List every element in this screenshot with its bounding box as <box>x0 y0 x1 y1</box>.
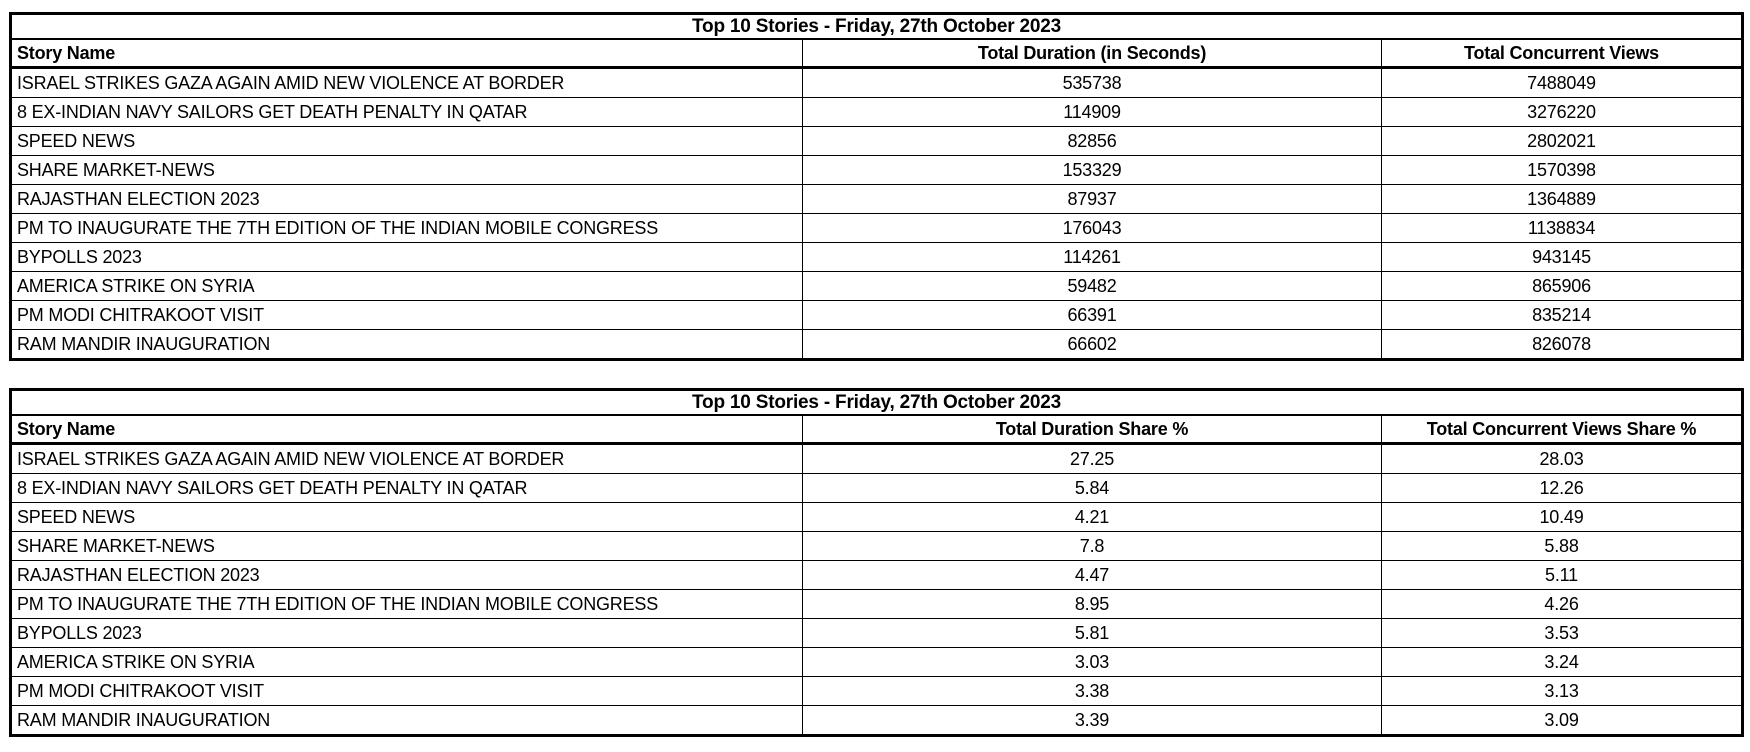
table-title-row: Top 10 Stories - Friday, 27th October 20… <box>10 13 1743 40</box>
story-name-cell: RAJASTHAN ELECTION 2023 <box>10 560 803 590</box>
total-duration-cell: 176043 <box>802 213 1382 243</box>
total-concurrent-views-cell: 7488049 <box>1380 67 1743 98</box>
table-title: Top 10 Stories - Friday, 27th October 20… <box>10 389 1743 416</box>
table-body: ISRAEL STRIKES GAZA AGAIN AMID NEW VIOLE… <box>10 443 1743 736</box>
total-duration-cell: 114909 <box>802 97 1382 127</box>
total-concurrent-views-share-cell: 3.09 <box>1380 705 1743 736</box>
total-concurrent-views-cell: 3276220 <box>1380 97 1743 127</box>
table-row: AMERICA STRIKE ON SYRIA 59482 865906 <box>10 271 1743 301</box>
total-concurrent-views-share-cell: 5.11 <box>1380 560 1743 590</box>
total-duration-cell: 82856 <box>802 126 1382 156</box>
table-row: SPEED NEWS 4.21 10.49 <box>10 502 1743 532</box>
total-duration-share-cell: 27.25 <box>802 443 1382 474</box>
column-header-story-name: Story Name <box>10 415 803 445</box>
story-name-cell: SPEED NEWS <box>10 502 803 532</box>
column-header-story-name: Story Name <box>10 39 803 69</box>
total-duration-cell: 66391 <box>802 300 1382 330</box>
total-concurrent-views-cell: 826078 <box>1380 329 1743 360</box>
total-concurrent-views-share-cell: 3.13 <box>1380 676 1743 706</box>
table-gap <box>9 361 1750 388</box>
total-concurrent-views-cell: 1570398 <box>1380 155 1743 185</box>
top-stories-shares-table: Top 10 Stories - Friday, 27th October 20… <box>9 388 1745 737</box>
story-name-cell: AMERICA STRIKE ON SYRIA <box>10 647 803 677</box>
total-duration-cell: 153329 <box>802 155 1382 185</box>
story-name-cell: SHARE MARKET-NEWS <box>10 531 803 561</box>
total-concurrent-views-share-cell: 4.26 <box>1380 589 1743 619</box>
story-name-cell: PM TO INAUGURATE THE 7TH EDITION OF THE … <box>10 589 803 619</box>
total-concurrent-views-share-cell: 3.24 <box>1380 647 1743 677</box>
table-row: SPEED NEWS 82856 2802021 <box>10 126 1743 156</box>
total-concurrent-views-cell: 835214 <box>1380 300 1743 330</box>
table-row: BYPOLLS 2023 5.81 3.53 <box>10 618 1743 648</box>
total-concurrent-views-cell: 943145 <box>1380 242 1743 272</box>
table-body: ISRAEL STRIKES GAZA AGAIN AMID NEW VIOLE… <box>10 67 1743 360</box>
total-concurrent-views-cell: 1364889 <box>1380 184 1743 214</box>
table-row: BYPOLLS 2023 114261 943145 <box>10 242 1743 272</box>
table-row: RAJASTHAN ELECTION 2023 4.47 5.11 <box>10 560 1743 590</box>
total-duration-share-cell: 8.95 <box>802 589 1382 619</box>
table-row: PM MODI CHITRAKOOT VISIT 66391 835214 <box>10 300 1743 330</box>
table-row: SHARE MARKET-NEWS 153329 1570398 <box>10 155 1743 185</box>
total-duration-cell: 87937 <box>802 184 1382 214</box>
total-concurrent-views-share-cell: 28.03 <box>1380 443 1743 474</box>
table-row: RAM MANDIR INAUGURATION 66602 826078 <box>10 329 1743 360</box>
total-duration-share-cell: 3.03 <box>802 647 1382 677</box>
column-header-total-concurrent-views: Total Concurrent Views <box>1380 39 1743 69</box>
story-name-cell: BYPOLLS 2023 <box>10 242 803 272</box>
total-concurrent-views-share-cell: 12.26 <box>1380 473 1743 503</box>
table-header-row: Story Name Total Duration Share % Total … <box>10 415 1743 445</box>
total-concurrent-views-share-cell: 3.53 <box>1380 618 1743 648</box>
total-concurrent-views-share-cell: 5.88 <box>1380 531 1743 561</box>
table-row: AMERICA STRIKE ON SYRIA 3.03 3.24 <box>10 647 1743 677</box>
total-duration-cell: 535738 <box>802 67 1382 98</box>
story-name-cell: PM MODI CHITRAKOOT VISIT <box>10 676 803 706</box>
story-name-cell: AMERICA STRIKE ON SYRIA <box>10 271 803 301</box>
story-name-cell: ISRAEL STRIKES GAZA AGAIN AMID NEW VIOLE… <box>10 443 803 474</box>
total-duration-cell: 114261 <box>802 242 1382 272</box>
total-duration-share-cell: 3.38 <box>802 676 1382 706</box>
table-row: PM TO INAUGURATE THE 7TH EDITION OF THE … <box>10 589 1743 619</box>
story-name-cell: 8 EX-INDIAN NAVY SAILORS GET DEATH PENAL… <box>10 97 803 127</box>
table-row: ISRAEL STRIKES GAZA AGAIN AMID NEW VIOLE… <box>10 443 1743 474</box>
column-header-total-duration: Total Duration (in Seconds) <box>802 39 1382 69</box>
table-row: SHARE MARKET-NEWS 7.8 5.88 <box>10 531 1743 561</box>
table-row: RAM MANDIR INAUGURATION 3.39 3.09 <box>10 705 1743 736</box>
table-row: ISRAEL STRIKES GAZA AGAIN AMID NEW VIOLE… <box>10 67 1743 98</box>
table-row: RAJASTHAN ELECTION 2023 87937 1364889 <box>10 184 1743 214</box>
story-name-cell: BYPOLLS 2023 <box>10 618 803 648</box>
total-concurrent-views-share-cell: 10.49 <box>1380 502 1743 532</box>
story-name-cell: RAJASTHAN ELECTION 2023 <box>10 184 803 214</box>
story-name-cell: RAM MANDIR INAUGURATION <box>10 329 803 360</box>
story-name-cell: PM MODI CHITRAKOOT VISIT <box>10 300 803 330</box>
total-duration-share-cell: 4.47 <box>802 560 1382 590</box>
total-duration-cell: 66602 <box>802 329 1382 360</box>
total-duration-share-cell: 4.21 <box>802 502 1382 532</box>
story-name-cell: PM TO INAUGURATE THE 7TH EDITION OF THE … <box>10 213 803 243</box>
total-duration-share-cell: 7.8 <box>802 531 1382 561</box>
story-name-cell: SHARE MARKET-NEWS <box>10 155 803 185</box>
total-concurrent-views-cell: 1138834 <box>1380 213 1743 243</box>
story-name-cell: RAM MANDIR INAUGURATION <box>10 705 803 736</box>
column-header-total-duration-share: Total Duration Share % <box>802 415 1382 445</box>
total-duration-share-cell: 5.84 <box>802 473 1382 503</box>
table-header-row: Story Name Total Duration (in Seconds) T… <box>10 39 1743 69</box>
total-duration-share-cell: 5.81 <box>802 618 1382 648</box>
story-name-cell: SPEED NEWS <box>10 126 803 156</box>
total-concurrent-views-cell: 865906 <box>1380 271 1743 301</box>
table-title: Top 10 Stories - Friday, 27th October 20… <box>10 13 1743 40</box>
column-header-total-concurrent-views-share: Total Concurrent Views Share % <box>1380 415 1743 445</box>
story-name-cell: 8 EX-INDIAN NAVY SAILORS GET DEATH PENAL… <box>10 473 803 503</box>
table-row: PM TO INAUGURATE THE 7TH EDITION OF THE … <box>10 213 1743 243</box>
story-name-cell: ISRAEL STRIKES GAZA AGAIN AMID NEW VIOLE… <box>10 67 803 98</box>
table-title-row: Top 10 Stories - Friday, 27th October 20… <box>10 389 1743 416</box>
total-duration-share-cell: 3.39 <box>802 705 1382 736</box>
total-concurrent-views-cell: 2802021 <box>1380 126 1743 156</box>
table-row: 8 EX-INDIAN NAVY SAILORS GET DEATH PENAL… <box>10 97 1743 127</box>
top-stories-totals-table: Top 10 Stories - Friday, 27th October 20… <box>9 12 1745 361</box>
table-row: PM MODI CHITRAKOOT VISIT 3.38 3.13 <box>10 676 1743 706</box>
table-row: 8 EX-INDIAN NAVY SAILORS GET DEATH PENAL… <box>10 473 1743 503</box>
total-duration-cell: 59482 <box>802 271 1382 301</box>
